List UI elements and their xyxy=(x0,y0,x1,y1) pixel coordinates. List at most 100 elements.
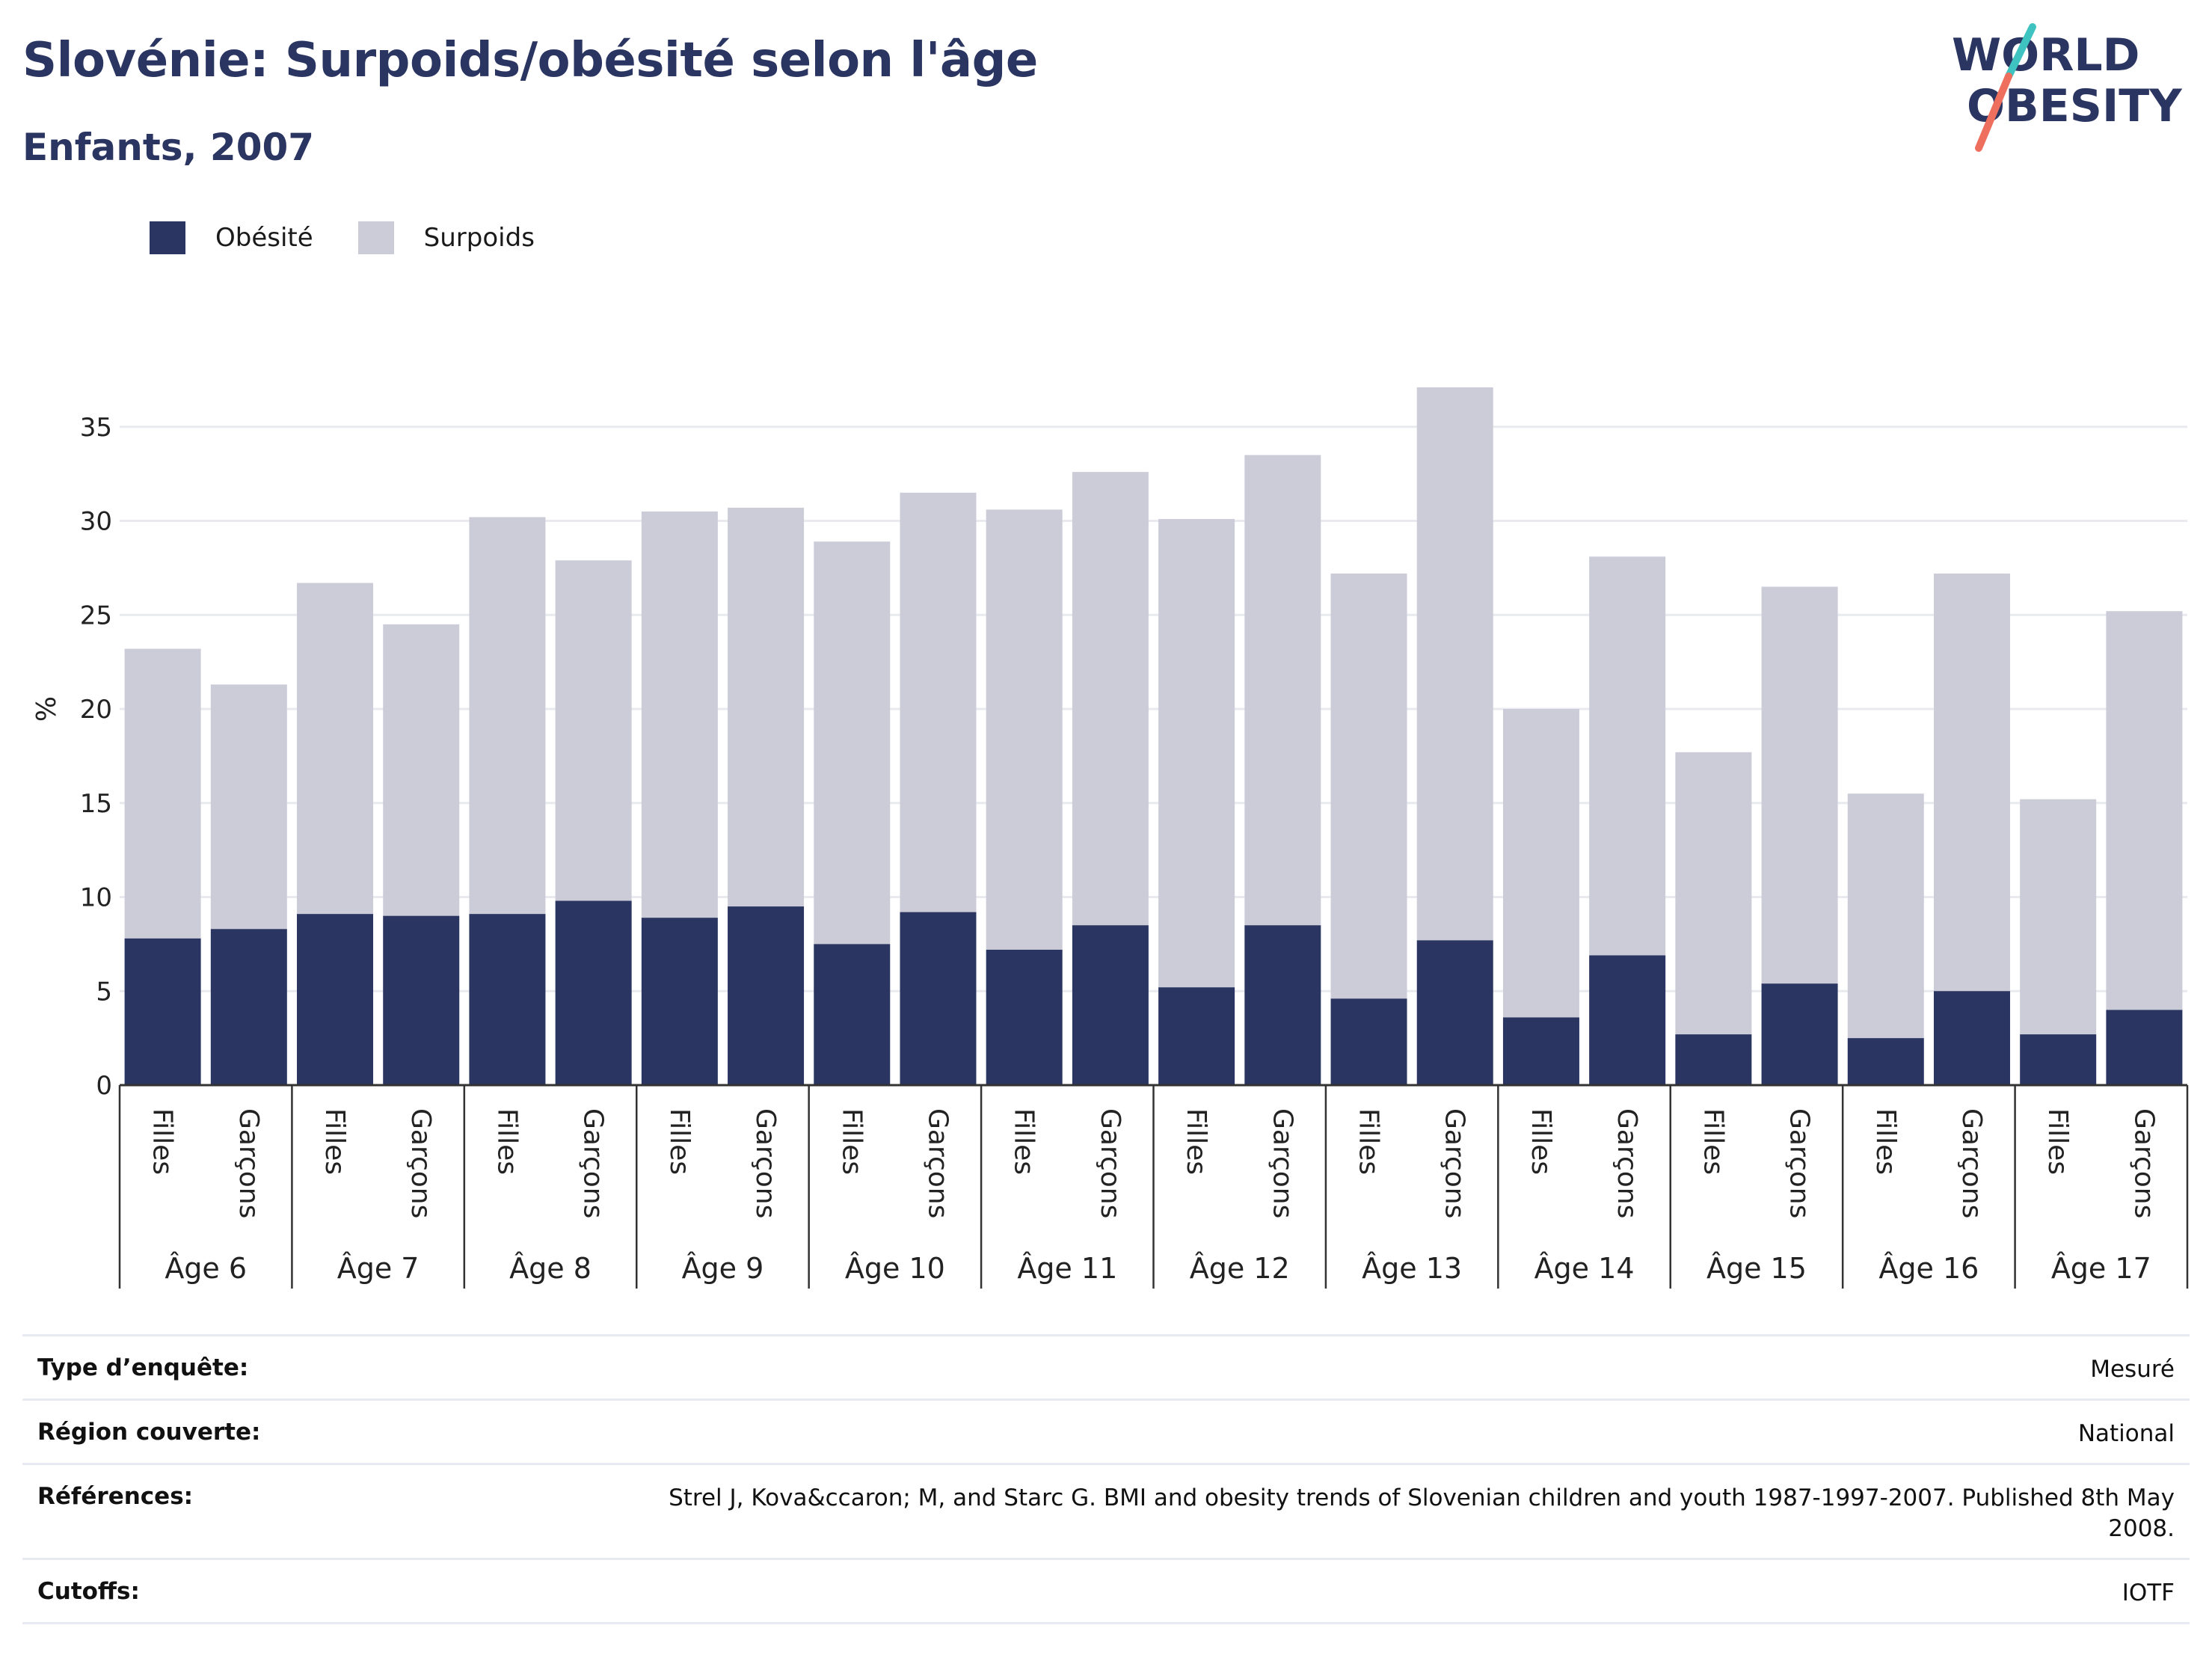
bar-obesity xyxy=(1330,998,1407,1085)
bar-obesity xyxy=(1933,991,2010,1085)
bar-overweight xyxy=(641,511,718,918)
bar-obesity xyxy=(641,918,718,1085)
bar-obesity xyxy=(297,914,374,1085)
legend-label-overweight: Surpoids xyxy=(423,223,535,253)
bar-overweight xyxy=(900,492,977,912)
info-label: Région couverte: xyxy=(37,1418,261,1446)
bar-overweight xyxy=(814,541,891,945)
y-tick-label: 25 xyxy=(80,601,112,630)
info-value: IOTF xyxy=(2122,1579,2175,1606)
y-tick-label: 20 xyxy=(80,695,112,725)
bar-obesity xyxy=(1761,983,1838,1085)
bar-overweight xyxy=(1675,752,1752,1035)
bar-obesity xyxy=(1416,940,1493,1085)
bar-overweight xyxy=(124,648,201,939)
bar-overweight xyxy=(1502,709,1579,1018)
x-tick-label: Filles xyxy=(1181,1108,1211,1175)
x-tick-label: Garçons xyxy=(1956,1108,1987,1218)
bar-overweight xyxy=(1933,573,2010,992)
x-tick-label: Filles xyxy=(319,1108,350,1175)
info-value: Strel J, Kova&ccaron; M, and Starc G. BM… xyxy=(669,1484,2175,1542)
bar-overweight xyxy=(1158,518,1235,988)
y-tick-label: 0 xyxy=(96,1071,112,1101)
chart-legend: Obésité Surpoids xyxy=(150,221,580,254)
x-tick-label: Garçons xyxy=(1784,1108,1815,1218)
info-row-cutoffs: Cutoffs: IOTF xyxy=(22,1557,2190,1624)
group-label: Âge 8 xyxy=(509,1252,592,1285)
bar-overweight xyxy=(2106,611,2183,1010)
bar-obesity xyxy=(1675,1034,1752,1085)
info-row-region: Région couverte: National xyxy=(22,1398,2190,1463)
bar-overweight xyxy=(1416,387,1493,941)
bar-obesity xyxy=(1847,1038,1924,1085)
bar-overweight xyxy=(1589,556,1666,956)
bar-obesity xyxy=(986,949,1063,1085)
bar-obesity xyxy=(210,929,287,1085)
logo-slash-teal xyxy=(2005,23,2036,80)
bar-overweight xyxy=(1847,793,1924,1039)
group-label: Âge 12 xyxy=(1190,1252,1290,1285)
info-value: National xyxy=(2077,1419,2175,1447)
y-tick-label: 15 xyxy=(80,789,112,819)
bar-obesity xyxy=(1072,925,1149,1085)
info-value: Mesuré xyxy=(2090,1356,2175,1383)
bar-overweight xyxy=(297,583,374,915)
x-tick-label: Filles xyxy=(1698,1108,1728,1175)
bar-overweight xyxy=(1072,472,1149,926)
y-tick-label: 30 xyxy=(80,507,112,537)
bar-overweight xyxy=(986,509,1063,950)
x-tick-label: Filles xyxy=(1354,1108,1384,1175)
bar-obesity xyxy=(2020,1034,2097,1085)
x-tick-label: Garçons xyxy=(750,1108,781,1218)
legend-item-overweight[interactable]: Surpoids xyxy=(357,221,535,254)
bar-overweight xyxy=(555,560,632,901)
bar-obesity xyxy=(124,938,201,1085)
bar-obesity xyxy=(1244,925,1321,1085)
bar-obesity xyxy=(728,906,805,1085)
bar-obesity xyxy=(555,900,632,1085)
legend-swatch-obesity xyxy=(150,221,185,254)
bar-obesity xyxy=(1158,987,1235,1085)
legend-label-obesity: Obésité xyxy=(215,223,313,253)
logo-slash-coral xyxy=(1975,73,2012,152)
bar-overweight xyxy=(1330,573,1407,999)
x-tick-label: Garçons xyxy=(233,1108,264,1218)
legend-item-obesity[interactable]: Obésité xyxy=(150,221,313,254)
x-tick-label: Filles xyxy=(1870,1108,1901,1175)
info-row-references: Références: Strel J, Kova&ccaron; M, and… xyxy=(22,1462,2190,1558)
x-tick-label: Filles xyxy=(147,1108,178,1175)
logo-word-world: WORLD xyxy=(1952,29,2139,82)
x-tick-label: Garçons xyxy=(922,1108,953,1218)
info-row-survey-type: Type d’enquête: Mesuré xyxy=(22,1334,2190,1398)
x-tick-label: Garçons xyxy=(1612,1108,1642,1218)
group-label: Âge 9 xyxy=(682,1252,764,1285)
x-tick-label: Garçons xyxy=(1440,1108,1470,1218)
x-tick-label: Filles xyxy=(1009,1108,1039,1175)
bar-overweight xyxy=(728,507,805,907)
y-tick-label: 10 xyxy=(80,883,112,913)
y-axis-label: % xyxy=(31,696,62,722)
x-tick-label: Garçons xyxy=(2128,1108,2159,1218)
legend-swatch-overweight xyxy=(357,221,394,254)
bar-obesity xyxy=(814,944,891,1085)
bar-overweight xyxy=(469,517,546,915)
bar-obesity xyxy=(1502,1017,1579,1085)
world-obesity-logo: WORLD OBESITY xyxy=(1952,23,2183,152)
group-label: Âge 6 xyxy=(165,1252,247,1285)
info-label: Cutoffs: xyxy=(37,1577,140,1605)
bar-overweight xyxy=(210,684,287,930)
chart-title: Slovénie: Surpoids/obésité selon l'âge xyxy=(22,33,1038,88)
survey-info-table: Type d’enquête: Mesuré Région couverte: … xyxy=(22,1334,2190,1624)
x-tick-label: Filles xyxy=(1526,1108,1556,1175)
group-label: Âge 13 xyxy=(1362,1252,1462,1285)
x-tick-label: Garçons xyxy=(1267,1108,1297,1218)
group-label: Âge 16 xyxy=(1878,1252,1979,1285)
bar-overweight xyxy=(1761,586,1838,984)
bar-obesity xyxy=(383,915,460,1085)
group-label: Âge 10 xyxy=(845,1252,945,1285)
bar-overweight xyxy=(1244,455,1321,926)
group-label: Âge 7 xyxy=(337,1252,420,1285)
bar-overweight xyxy=(2020,799,2097,1035)
x-tick-label: Garçons xyxy=(578,1108,609,1218)
x-tick-label: Filles xyxy=(836,1108,867,1175)
